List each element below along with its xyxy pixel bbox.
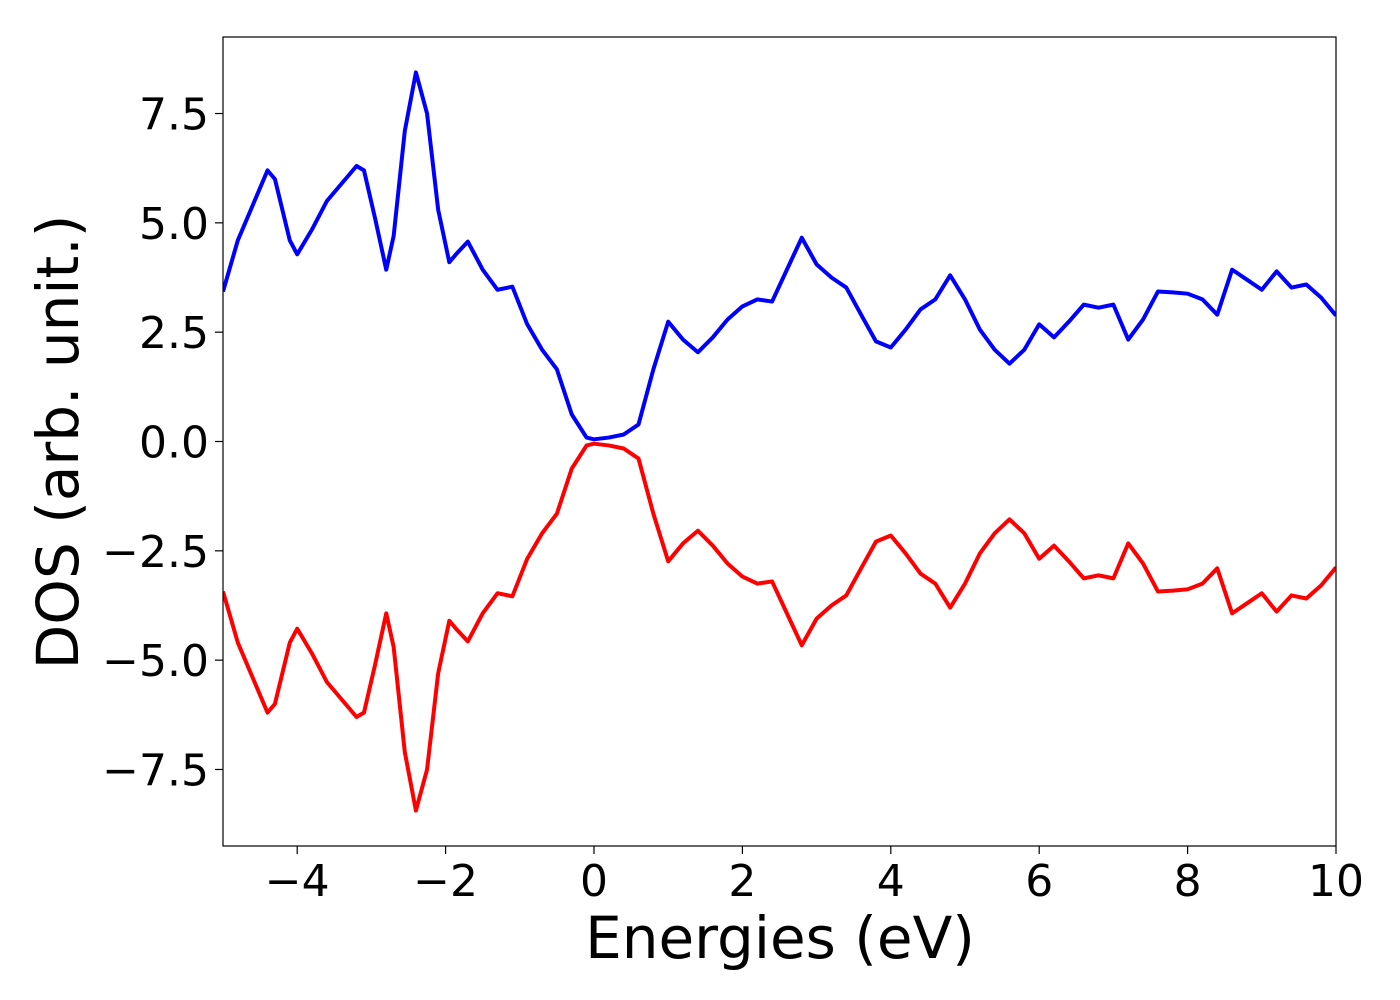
y-tick-label: 0.0 [139,418,209,469]
y-tick-label: −2.5 [102,527,209,578]
x-tick-label: 6 [1025,856,1053,907]
x-tick-label: 4 [877,856,905,907]
y-tick-label: 2.5 [139,308,209,359]
y-tick-label: −7.5 [102,745,209,796]
y-tick-label: −5.0 [102,636,209,687]
x-tick-label: 2 [728,856,756,907]
y-tick-label: 5.0 [139,199,209,250]
plot-frame [222,36,1337,847]
x-axis-label: Energies (eV) [585,904,975,972]
y-tick-label: 7.5 [139,90,209,141]
series-line [223,70,1336,442]
x-tick-label: 0 [580,856,608,907]
series-line [223,441,1336,813]
x-tick-label: 10 [1308,856,1364,907]
y-axis-label: DOS (arb. unit.) [24,215,92,670]
x-tick-label: 8 [1174,856,1202,907]
x-tick-label: −2 [413,856,478,907]
x-tick-label: −4 [265,856,330,907]
